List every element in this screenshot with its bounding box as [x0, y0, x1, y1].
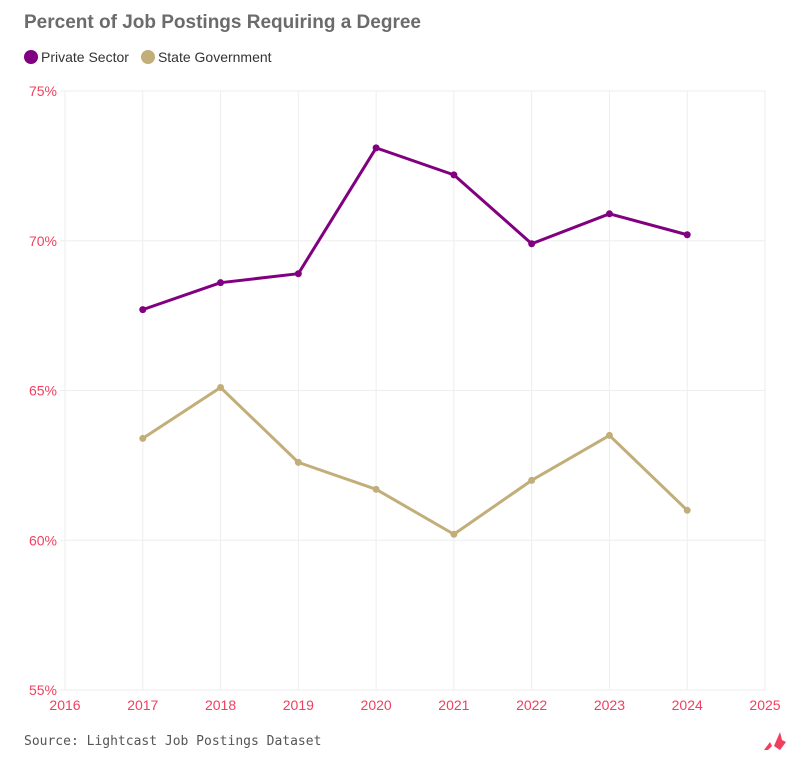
legend-swatch-private [24, 50, 38, 64]
chart-title: Percent of Job Postings Requiring a Degr… [24, 12, 421, 33]
data-point [217, 279, 225, 287]
data-point [294, 270, 302, 278]
x-tick-label: 2024 [672, 697, 703, 713]
x-tick-label: 2020 [361, 697, 392, 713]
data-point [683, 506, 691, 514]
legend: Private Sector State Government [24, 49, 272, 65]
data-point [605, 431, 613, 439]
source-note: Source: Lightcast Job Postings Dataset [24, 734, 322, 749]
series-line-state-government [141, 386, 689, 536]
data-point [605, 210, 613, 218]
brand-logo-icon [764, 732, 786, 750]
data-point [528, 476, 536, 484]
x-tick-label: 2021 [438, 697, 469, 713]
x-tick-label: 2016 [49, 697, 80, 713]
data-point [372, 144, 380, 152]
x-tick-label: 2017 [127, 697, 158, 713]
x-tick-label: 2022 [516, 697, 547, 713]
data-point [450, 530, 458, 538]
legend-label-state: State Government [157, 49, 272, 65]
data-point [294, 458, 302, 466]
legend-item-state[interactable]: State Government [140, 49, 272, 65]
legend-item-private[interactable]: Private Sector [24, 49, 129, 65]
data-point [528, 240, 536, 248]
data-point [139, 434, 147, 442]
y-tick-label: 70% [29, 233, 57, 249]
data-point [139, 306, 147, 314]
y-tick-label: 75% [29, 83, 57, 99]
legend-swatch-state [140, 50, 155, 64]
x-tick-label: 2023 [594, 697, 625, 713]
y-tick-label: 60% [29, 532, 57, 548]
data-point [683, 231, 691, 239]
x-tick-label: 2018 [205, 697, 236, 713]
y-tick-label: 55% [29, 682, 57, 698]
y-tick-label: 65% [29, 383, 57, 399]
data-point [450, 171, 458, 179]
series-line-private-sector [142, 146, 688, 312]
data-point [372, 485, 380, 493]
legend-label-private: Private Sector [41, 49, 129, 65]
x-tick-label: 2019 [283, 697, 314, 713]
x-tick-label: 2025 [749, 697, 780, 713]
data-point [217, 384, 225, 392]
